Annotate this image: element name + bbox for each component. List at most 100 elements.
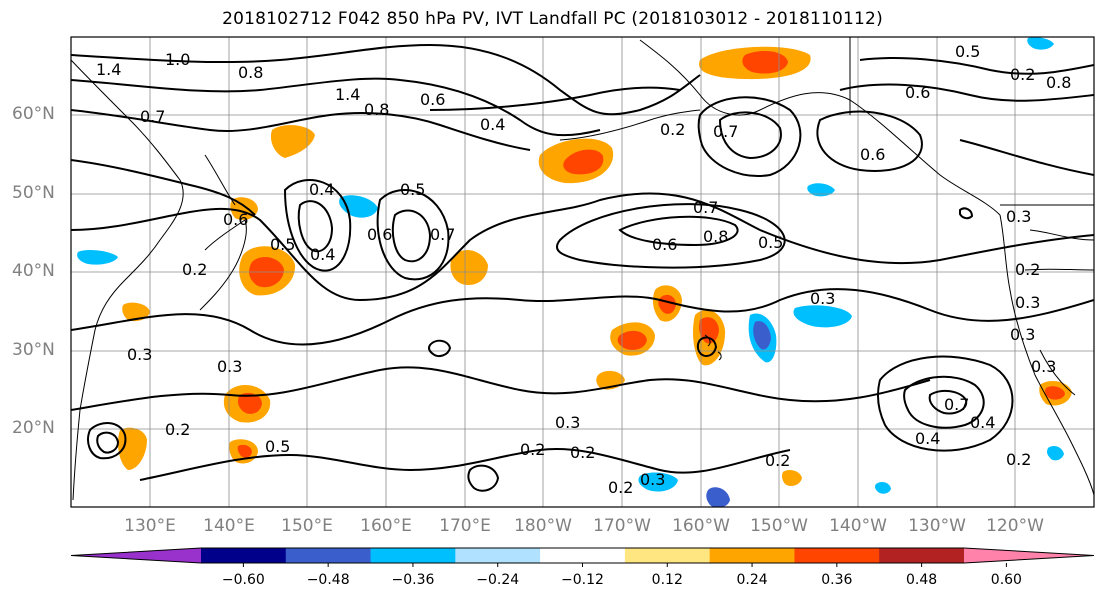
colorbar-tick-label: −0.36 [391,572,435,588]
contour-label: 0.7 [430,225,455,244]
lon-label: 140°E [203,516,255,536]
lon-label: 130°E [124,516,176,536]
colorbar-outline [70,547,1095,564]
contour-label: 0.4 [309,180,334,199]
positive-anomaly [781,470,802,486]
lat-label: 50°N [12,183,55,203]
baja-coast [1039,349,1076,396]
lon-label: 160°W [672,516,730,536]
figure-title: 2018102712 F042 850 hPa PV, IVT Landfall… [222,9,883,29]
contour-label: 1.4 [335,85,360,104]
contours [71,43,1094,492]
positive-anomaly [450,249,488,286]
contour-label: 0.7 [944,395,969,414]
negative-anomaly [706,487,730,507]
us-states [1024,229,1094,271]
contour-label: 0.4 [915,429,940,448]
positive-anomaly-core [742,50,788,74]
contour-label: 0.3 [555,413,580,432]
colorbar-extend-min [71,548,201,563]
namerica-coast [999,214,1094,496]
colorbar-segment [201,548,287,563]
lon-label: 170°E [439,516,491,536]
positive-anomaly-core [563,149,604,175]
colorbar-tick-label: −0.12 [561,572,604,588]
contour-label: 0.6 [223,210,248,229]
coastlines [71,37,1094,501]
lon-label: 120°W [986,516,1044,536]
negative-anomaly [638,472,678,492]
colorbar-segment [285,548,372,563]
contour-label: 0.5 [758,233,783,252]
positive-anomaly [122,302,150,322]
negative-anomaly [874,481,891,494]
colorbar-tick-label: 0.24 [736,572,768,588]
contour-label: 0.2 [570,443,595,462]
contour-label: 0.2 [765,451,790,470]
contour-label: 0.2 [660,120,685,139]
contour-label: 0.2 [520,440,545,459]
positive-anomaly-core [237,392,262,414]
contour-label: 0.3 [640,470,665,489]
contour-label: 0.8 [364,100,389,119]
contour-label: 0.2 [1006,450,1031,469]
lon-label: 140°W [829,516,887,536]
colorbar-tick-label: 0.48 [906,572,938,588]
contour-label: 0.5 [265,437,290,456]
negative-anomaly-core [753,320,771,350]
lat-label: 30°N [12,340,55,360]
contour-label: 0.4 [310,245,335,264]
lon-label: 150°E [281,516,333,536]
colorbar-extend-max [964,548,1094,563]
contour-label: 0.5 [270,235,295,254]
contour-label: 0.7 [713,122,738,141]
lon-label: 130°W [908,516,966,536]
negative-anomaly [77,249,118,265]
contour-label: 0.8 [1046,73,1071,92]
contour-label: 0.6 [367,225,392,244]
contour-label: 0.4 [480,115,505,134]
positive-anomaly-core [237,444,252,458]
colorbar-segment [794,548,880,563]
hawaii [704,334,722,361]
contour-labels: 1.4 1.0 0.8 0.7 0.6 0.4 1.4 0.8 0.6 0.4 … [96,42,1071,497]
negative-anomaly [807,183,835,197]
colorbar-segment [455,548,541,563]
contour-label: 0.3 [217,357,242,376]
contour-label: 0.6 [420,90,445,109]
lon-label: 160°E [360,516,412,536]
colorbar-tick-label: 0.60 [990,572,1022,588]
contour-label: 0.2 [1010,65,1035,84]
colorbar-tick-label: 0.12 [651,572,683,588]
lat-label: 40°N [12,261,55,281]
contour-label: 0.7 [693,198,718,217]
colorbar-tick-label: −0.48 [306,572,350,588]
contour-label: 0.8 [238,63,263,82]
contour-label: 0.2 [182,260,207,279]
colorbar-segment [370,548,456,563]
positive-anomaly [270,125,315,158]
colorbar-segment [624,548,711,563]
contour-label: 0.5 [400,180,425,199]
colorbar-tick-label: −0.24 [476,572,520,588]
contour-label: 0.4 [970,413,995,432]
japan-coast [199,219,247,311]
contour-label: 0.3 [1031,357,1056,376]
positive-anomaly-core [1045,386,1065,400]
colorbar-tick-label: 0.36 [821,572,853,588]
contour-label: 0.3 [1010,325,1035,344]
contour-label: 0.2 [1015,260,1040,279]
contour-label: 0.3 [127,345,152,364]
lat-label: 60°N [12,104,55,124]
contour-label: 0.2 [608,478,633,497]
contour-label: 0.3 [810,289,835,308]
colorbar-tick-label: −0.60 [221,572,265,588]
contour-label: 0.3 [1006,207,1031,226]
contour-label: 1.4 [96,60,121,79]
contour-label: 0.7 [140,107,165,126]
lon-label: 150°W [750,516,808,536]
contour-label: 0.6 [860,145,885,164]
negative-anomaly [1027,37,1054,50]
